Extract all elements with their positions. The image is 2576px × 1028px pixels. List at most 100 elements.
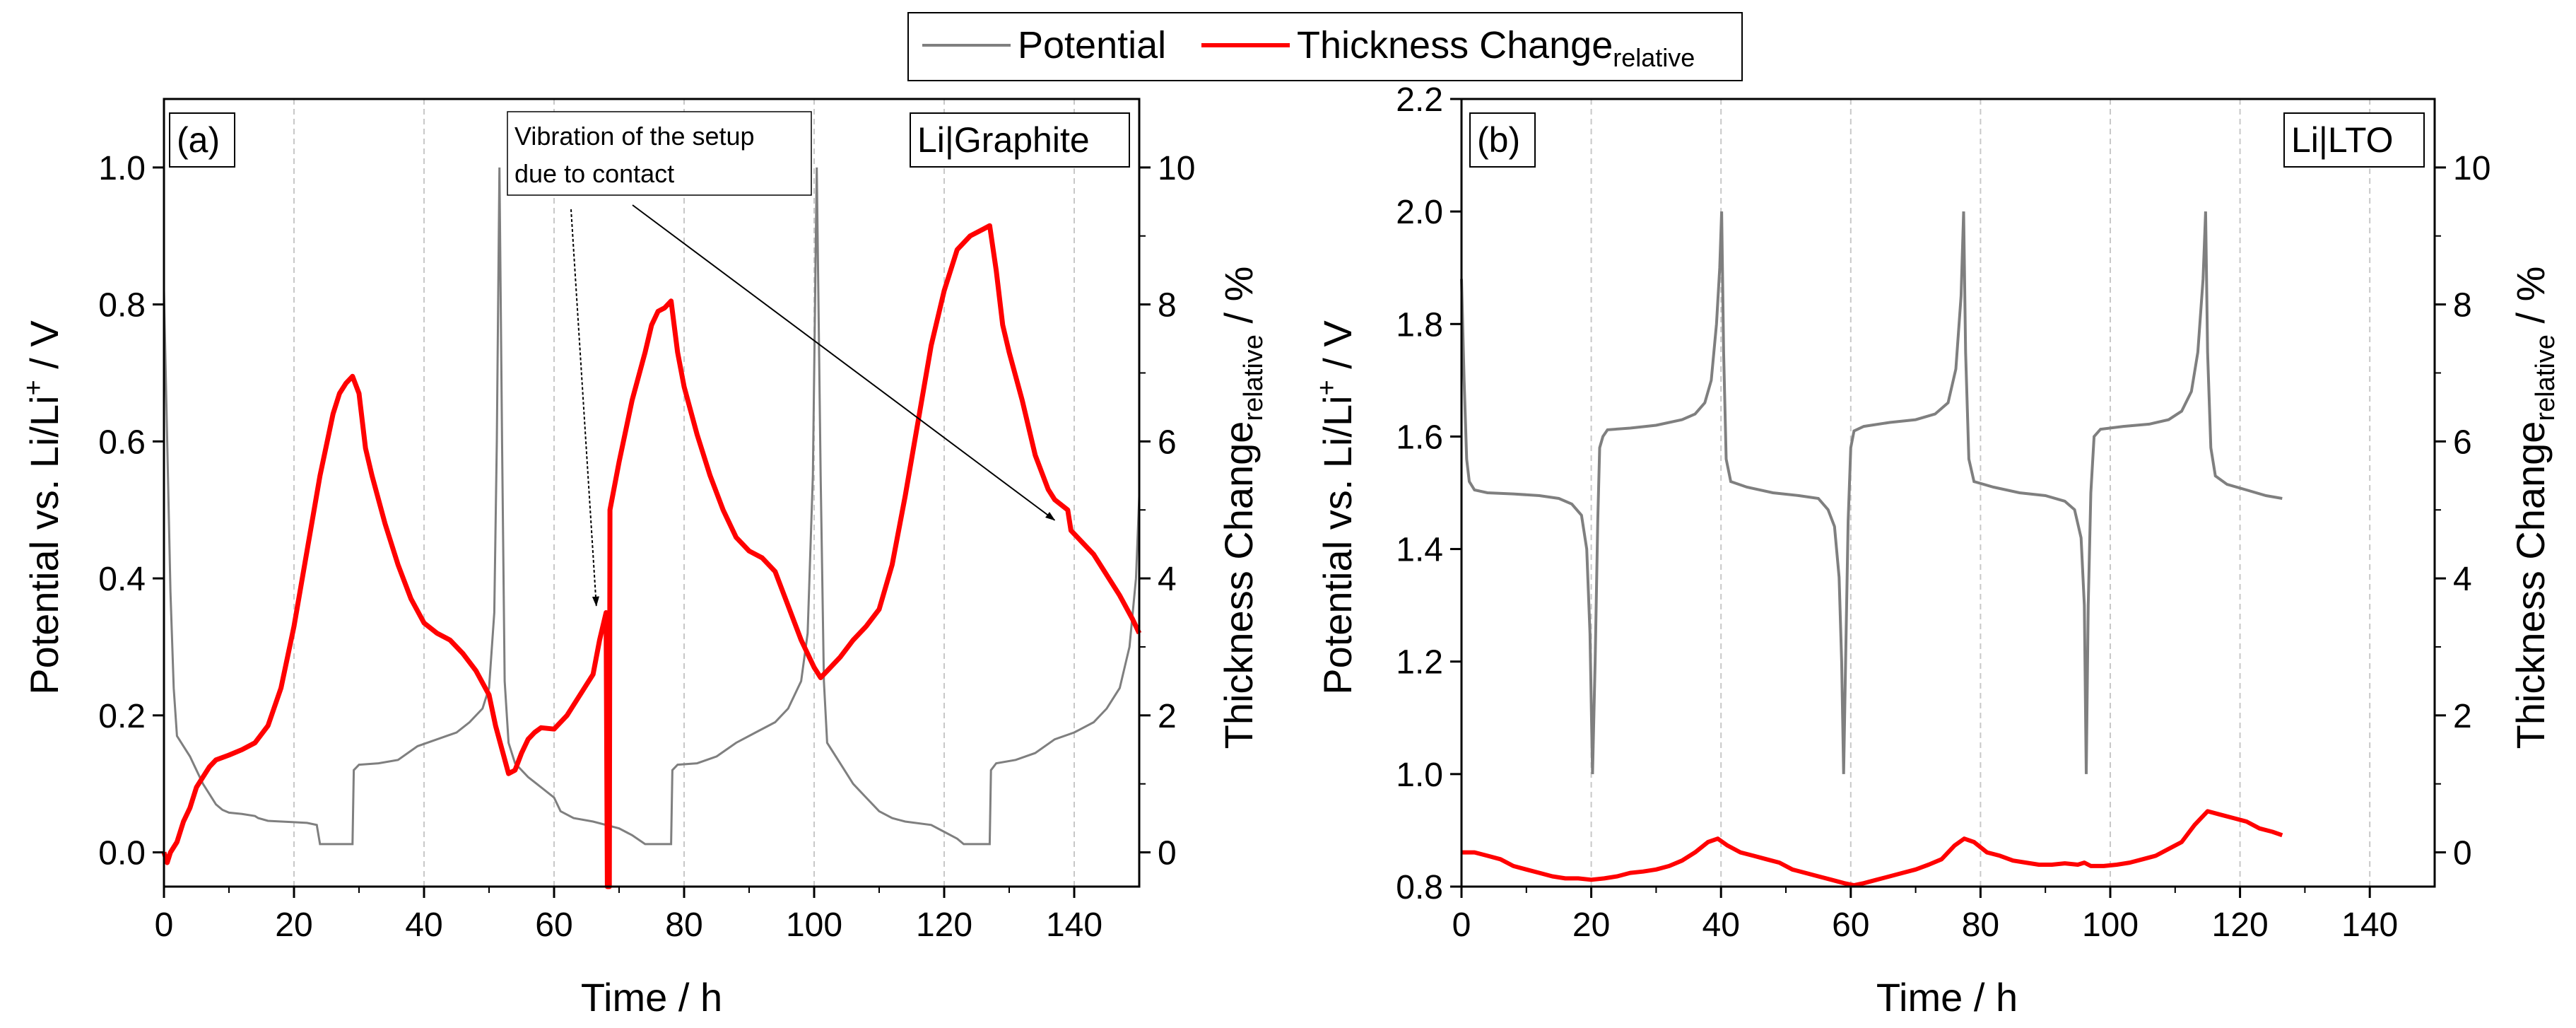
panel-b-y-axis-right-title-main: Thickness Change xyxy=(2508,421,2553,749)
panel-b-y-left-tick-label: 1.2 xyxy=(1396,644,1443,682)
panel-b-y-axis-right-title-sub: relative xyxy=(2531,334,2560,421)
panel-b-y-right-tick-label: 8 xyxy=(2453,287,2472,325)
panel-a-y-axis-left-title-main: Potential vs. Li/Li xyxy=(22,395,66,694)
panel-a-x-tick-label: 100 xyxy=(786,906,842,944)
panel-b-plot-frame xyxy=(1460,98,2436,888)
panel-a-x-tick-label: 40 xyxy=(405,906,442,944)
panel-b-y-axis-right-title-tail: / % xyxy=(2508,267,2553,334)
panel-b-x-tick-label: 0 xyxy=(1452,906,1471,944)
panel-b-x-tick-label: 60 xyxy=(1832,906,1869,944)
panel-b-x-tick-label: 120 xyxy=(2212,906,2269,944)
panel-b-y-axis-left-title: Potential vs. Li/Li+ / V xyxy=(1312,320,1360,695)
panel-a: 0 20 40 60 80 100 120 140 0.0 0.2 0.4 0.6 0.8 1.0 0 2… xyxy=(19,98,1269,1020)
panel-a-potential-line xyxy=(163,167,1141,846)
panel-b-y-axis-left: 0.8 1.0 1.2 1.4 1.6 1.8 2.0 2.2 xyxy=(1396,81,1462,906)
panel-b-y-right-tick-label: 0 xyxy=(2453,835,2472,872)
panel-a-potential-series xyxy=(163,167,1141,846)
panel-a-y-left-tick-label: 0.4 xyxy=(98,561,146,598)
panel-a-y-left-tick-label: 0.0 xyxy=(98,835,146,872)
panel-b-thickness-series xyxy=(1462,809,2283,888)
panel-b-y-right-tick-label: 2 xyxy=(2453,698,2472,735)
panel-b: 0 20 40 60 80 100 120 140 0.81.01.21.41.61.82.0… xyxy=(1312,81,2560,1020)
panel-a-x-axis-title: Time / h xyxy=(581,975,722,1020)
panel-a-annotation-line-1: Vibration of the setup xyxy=(514,122,755,151)
panel-a-x-tick-label: 120 xyxy=(916,906,972,944)
panel-b-potential-series xyxy=(1460,211,2283,774)
panel-a-y-left-tick-label: 0.2 xyxy=(98,698,146,735)
panel-a-thickness-line xyxy=(161,223,1142,889)
panel-a-label: (a) xyxy=(177,120,220,160)
panel-a-y-right-tick-label: 0 xyxy=(1158,835,1177,872)
panel-a-annotation-line-2: due to contact xyxy=(514,159,674,188)
panel-b-x-tick-label: 40 xyxy=(1702,906,1740,944)
panel-a-y-axis-left-title-tail: / V xyxy=(22,320,66,380)
panel-a-y-axis-left-title: Potential vs. Li/Li+ / V xyxy=(19,320,66,695)
panel-a-label-box xyxy=(169,112,235,168)
panel-a-y-right-tick-label: 8 xyxy=(1158,287,1177,325)
panel-a-y-right-tick-label: 4 xyxy=(1158,561,1177,598)
panel-b-y-right-tick-label: 10 xyxy=(2453,150,2490,187)
panel-a-x-tick-label: 0 xyxy=(155,906,174,944)
panel-b-y-axis-left-title-tail: / V xyxy=(1315,320,1360,380)
panel-b-y-right-tick-label: 4 xyxy=(2453,561,2472,598)
legend-label-thickness-main: Thickness Change xyxy=(1297,24,1613,66)
panel-a-y-right-tick-label: 2 xyxy=(1158,698,1177,735)
panel-a-y-axis-left: 0.0 0.2 0.4 0.6 0.8 1.0 xyxy=(98,150,164,872)
panel-a-x-tick-label: 80 xyxy=(665,906,702,944)
panel-a-y-left-tick-label: 1.0 xyxy=(98,150,146,187)
panel-a-y-axis-left-title-sup: + xyxy=(19,380,49,395)
panel-b-y-left-tick-label: 1.4 xyxy=(1396,532,1443,569)
panel-b-y-left-tick-label: 2.0 xyxy=(1396,194,1443,231)
panel-a-thickness-series xyxy=(161,223,1142,889)
panel-a-y-right-tick-label: 6 xyxy=(1158,424,1177,461)
panel-a-y-axis-right: 0 2 4 6 8 10 xyxy=(1139,150,1195,872)
panel-b-x-tick-label: 140 xyxy=(2341,906,2398,944)
panel-b-y-axis-left-title-sup: + xyxy=(1312,380,1342,395)
panel-b-x-tick-label: 80 xyxy=(1962,906,1999,944)
panel-a-cell-label: Li|Graphite xyxy=(917,120,1090,160)
panel-b-label-box xyxy=(1469,112,1536,168)
panel-b-y-left-tick-label: 2.2 xyxy=(1396,81,1443,119)
panel-a-y-axis-right-title-main: Thickness Change xyxy=(1216,421,1261,749)
legend-label-potential: Potential xyxy=(1018,24,1166,66)
panel-b-x-tick-label: 20 xyxy=(1572,906,1610,944)
panel-b-y-left-tick-label: 0.8 xyxy=(1396,869,1443,906)
panel-b-cell-label-box xyxy=(2283,112,2425,168)
panel-a-x-tick-label: 60 xyxy=(535,906,572,944)
panel-b-x-axis: 0 20 40 60 80 100 120 140 xyxy=(1452,887,2398,944)
panel-a-y-left-tick-label: 0.8 xyxy=(98,287,146,325)
panel-a-y-axis-right-title-sub: relative xyxy=(1239,334,1269,421)
panel-b-y-right-tick-label: 6 xyxy=(2453,424,2472,461)
panel-a-annotation: Vibration of the setup due to contact xyxy=(507,111,1056,607)
panel-b-label: (b) xyxy=(1477,120,1520,160)
panel-a-grid xyxy=(293,99,1075,887)
panel-a-annotation-arrow-1 xyxy=(570,209,599,607)
panel-a-x-tick-label: 140 xyxy=(1046,906,1102,944)
panel-b-y-left-tick-label: 1.8 xyxy=(1396,306,1443,344)
legend: Potential Thickness Changerelative xyxy=(907,12,1743,81)
panel-a-x-tick-label: 20 xyxy=(275,906,312,944)
panel-a-cell-label-box xyxy=(910,112,1130,168)
panel-b-potential-line xyxy=(1460,211,2283,774)
panel-a-x-axis: 0 20 40 60 80 100 120 140 xyxy=(155,887,1102,944)
panel-b-y-left-tick-label: 1.0 xyxy=(1396,757,1443,794)
legend-label-thickness-sub: relative xyxy=(1613,43,1695,72)
panel-b-cell-label: Li|LTO xyxy=(2291,120,2394,160)
panel-a-y-axis-right-title-tail: / % xyxy=(1216,267,1261,334)
panel-b-x-axis-title: Time / h xyxy=(1876,975,2018,1020)
panel-b-y-left-tick-label: 1.6 xyxy=(1396,419,1443,456)
legend-box xyxy=(907,12,1743,81)
panel-b-x-tick-label: 100 xyxy=(2082,906,2139,944)
legend-label-thickness: Thickness Changerelative xyxy=(1297,24,1695,72)
panel-a-annotation-arrow-2 xyxy=(632,204,1056,521)
panel-b-thickness-line xyxy=(1462,809,2283,888)
panel-a-annotation-box xyxy=(507,111,812,196)
panel-b-y-axis-right: 0 2 4 6 8 10 xyxy=(2435,150,2490,872)
panel-a-plot-frame xyxy=(163,98,1141,888)
panel-b-y-axis-left-title-main: Potential vs. Li/Li xyxy=(1315,395,1360,694)
panel-a-y-left-tick-label: 0.6 xyxy=(98,424,146,461)
panel-a-y-right-tick-label: 10 xyxy=(1158,150,1195,187)
panel-b-y-axis-right-title: Thickness Changerelative / % xyxy=(2508,267,2560,749)
panel-a-y-axis-right-title: Thickness Changerelative / % xyxy=(1216,267,1269,749)
